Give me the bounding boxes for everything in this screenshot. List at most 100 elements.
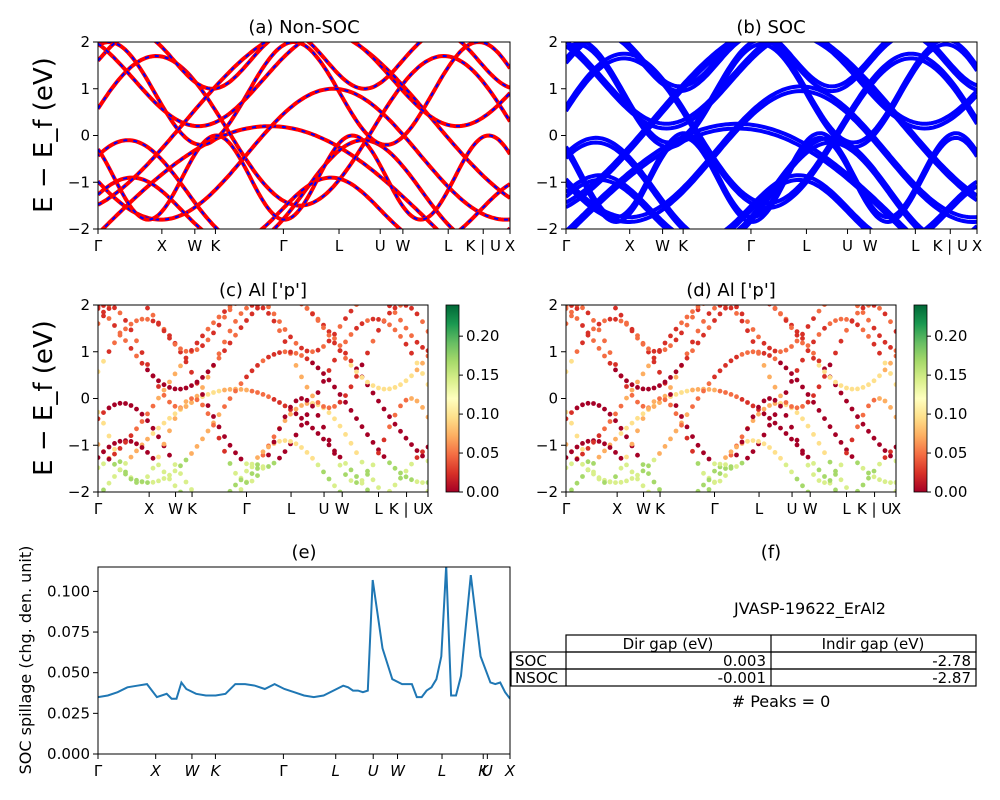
peaks-count: # Peaks = 0 — [732, 692, 831, 711]
projection-point — [156, 434, 161, 440]
projection-point — [566, 416, 569, 422]
projection-point — [800, 451, 805, 456]
projection-point — [673, 326, 679, 332]
projection-point — [145, 480, 150, 485]
projection-point — [877, 373, 882, 379]
projection-point — [871, 378, 877, 384]
projection-point — [244, 374, 249, 380]
projection-point — [844, 398, 849, 404]
projection-point — [833, 318, 838, 323]
projection-point — [112, 305, 117, 311]
projection-point — [156, 378, 161, 384]
projection-point — [756, 334, 761, 340]
projection-point — [370, 477, 376, 483]
projection-point — [882, 455, 888, 460]
panel-c-colorbar — [445, 304, 460, 493]
projection-point — [640, 386, 646, 392]
projection-point — [629, 476, 635, 481]
projection-point — [211, 330, 216, 336]
projection-point — [596, 346, 602, 351]
projection-point — [833, 294, 838, 299]
projection-point — [613, 480, 618, 485]
projection-point — [866, 334, 871, 339]
projection-point — [227, 328, 233, 334]
panel-d-title: (d) Al ['p'] — [686, 280, 776, 301]
projection-point — [822, 416, 827, 421]
projection-point — [866, 528, 871, 533]
projection-point — [640, 411, 646, 417]
projection-point — [778, 455, 783, 461]
projection-point — [640, 468, 646, 474]
projection-point — [849, 318, 855, 324]
projection-point — [778, 349, 783, 355]
projection-point — [657, 348, 662, 353]
projection-point — [695, 488, 701, 492]
projection-point — [871, 435, 877, 441]
projection-point — [387, 322, 392, 328]
projection-point — [200, 343, 205, 349]
projection-point — [282, 414, 288, 420]
projection-point — [365, 503, 370, 508]
projection-point — [569, 309, 574, 315]
projection-point — [337, 392, 343, 397]
projection-point — [398, 528, 403, 533]
panel-c-points — [98, 294, 428, 533]
projection-point — [392, 327, 398, 333]
projection-point — [668, 385, 673, 390]
projection-point — [745, 328, 750, 334]
projection-point — [728, 392, 734, 397]
projection-point — [134, 441, 139, 447]
x-tick-label: X — [144, 500, 154, 518]
projection-point — [128, 439, 134, 444]
projection-point — [392, 421, 398, 427]
projection-point — [321, 325, 326, 331]
projection-point — [701, 332, 706, 338]
projection-point — [365, 379, 370, 385]
projection-point — [222, 348, 227, 354]
projection-point — [238, 311, 244, 316]
projection-point — [723, 466, 728, 471]
projection-point — [128, 321, 134, 327]
projection-point — [574, 456, 580, 462]
projection-point — [156, 425, 161, 431]
projection-point — [569, 358, 574, 364]
projection-point — [205, 403, 211, 408]
projection-point — [145, 418, 150, 424]
projection-point — [602, 296, 607, 301]
projection-point — [414, 339, 420, 345]
projection-point — [332, 404, 337, 409]
projection-point — [701, 482, 706, 488]
projection-point — [580, 300, 585, 305]
projection-point — [183, 359, 189, 365]
table-cell: 0.003 — [723, 652, 766, 670]
projection-point — [409, 350, 414, 356]
projection-point — [673, 392, 679, 397]
x-tick-label: L — [911, 237, 920, 255]
panel-b-bands — [566, 42, 977, 229]
projection-point — [216, 412, 222, 418]
projection-point — [244, 305, 249, 311]
projection-point — [651, 348, 657, 354]
projection-point — [712, 387, 717, 393]
projection-point — [277, 455, 282, 461]
projection-point — [706, 487, 712, 492]
projection-point — [129, 294, 134, 299]
projection-point — [668, 402, 673, 408]
projection-point — [893, 414, 896, 420]
projection-point — [123, 461, 128, 466]
projection-point — [750, 418, 756, 424]
projection-point — [844, 385, 849, 391]
projection-point — [282, 418, 288, 424]
projection-point — [282, 339, 288, 344]
projection-point — [761, 398, 767, 404]
projection-point — [662, 397, 668, 403]
projection-point — [106, 316, 112, 321]
projection-point — [359, 459, 365, 465]
projection-point — [750, 449, 756, 454]
projection-point — [216, 351, 222, 357]
projection-point — [260, 305, 266, 311]
projection-point — [98, 305, 101, 309]
projection-point — [123, 439, 128, 445]
panel-d-points — [566, 294, 896, 533]
x-tick-label: W — [655, 237, 670, 255]
